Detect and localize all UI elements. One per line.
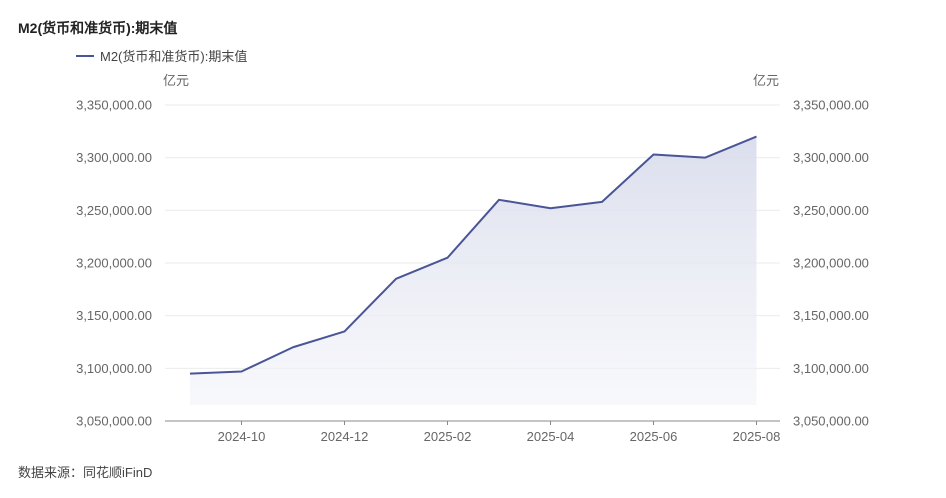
data-point-2024-12: [343, 329, 347, 333]
data-point-2024-10: [240, 369, 244, 373]
legend[interactable]: M2(货币和准货币):期末值: [76, 46, 247, 65]
x-tick-label: 2025-02: [424, 429, 472, 444]
y-tick-label-left: 3,350,000.00: [76, 98, 152, 113]
data-point-2025-01: [394, 277, 398, 281]
x-tick-label: 2024-12: [321, 429, 369, 444]
y-tick-label-right: 3,250,000.00: [793, 203, 869, 218]
data-point-2025-04: [549, 206, 553, 210]
y-tick-label-right: 3,100,000.00: [793, 361, 869, 376]
data-point-2025-06: [652, 153, 656, 157]
y-tick-label-left: 3,100,000.00: [76, 361, 152, 376]
y-tick-label-right: 3,050,000.00: [793, 414, 869, 429]
x-tick-label: 2025-08: [733, 429, 781, 444]
y-tick-label-left: 3,050,000.00: [76, 414, 152, 429]
y-axis-unit-left: 亿元: [163, 73, 190, 88]
data-point-2025-03: [497, 198, 501, 202]
data-point-2024-11: [291, 345, 295, 349]
y-tick-label-right: 3,150,000.00: [793, 308, 869, 323]
y-tick-label-left: 3,200,000.00: [76, 256, 152, 271]
y-tick-label-right: 3,300,000.00: [793, 150, 869, 165]
series-line: [189, 135, 757, 375]
chart-title: M2(货币和准货币):期末值: [18, 20, 178, 36]
legend-label: M2(货币和准货币):期末值: [100, 49, 248, 64]
y-tick-label-left: 3,300,000.00: [76, 150, 152, 165]
axes-layer: 3,050,000.00 3,050,000.00 3,100,000.00 3,10…: [76, 98, 869, 445]
x-tick-label: 2024-10: [218, 429, 266, 444]
data-point-2025-02: [446, 256, 450, 260]
legend-swatch: [76, 54, 94, 57]
y-tick-label-right: 3,200,000.00: [793, 256, 869, 271]
data-point-2025-05: [600, 200, 604, 204]
y-tick-label-left: 3,250,000.00: [76, 203, 152, 218]
area-layer: [190, 136, 757, 405]
series-area: [190, 136, 757, 405]
y-tick-label-right: 3,350,000.00: [793, 98, 869, 113]
y-tick-label-left: 3,150,000.00: [76, 308, 152, 323]
data-source: 数据来源：同花顺iFinD: [18, 465, 153, 480]
x-tick-label: 2025-06: [630, 429, 678, 444]
x-tick-label: 2025-04: [527, 429, 575, 444]
line-layer: [188, 135, 759, 376]
data-point-2025-08: [755, 135, 759, 139]
data-point-2024-09: [188, 372, 192, 376]
data-point-2025-07: [703, 156, 707, 160]
y-axis-unit-right: 亿元: [753, 73, 780, 88]
